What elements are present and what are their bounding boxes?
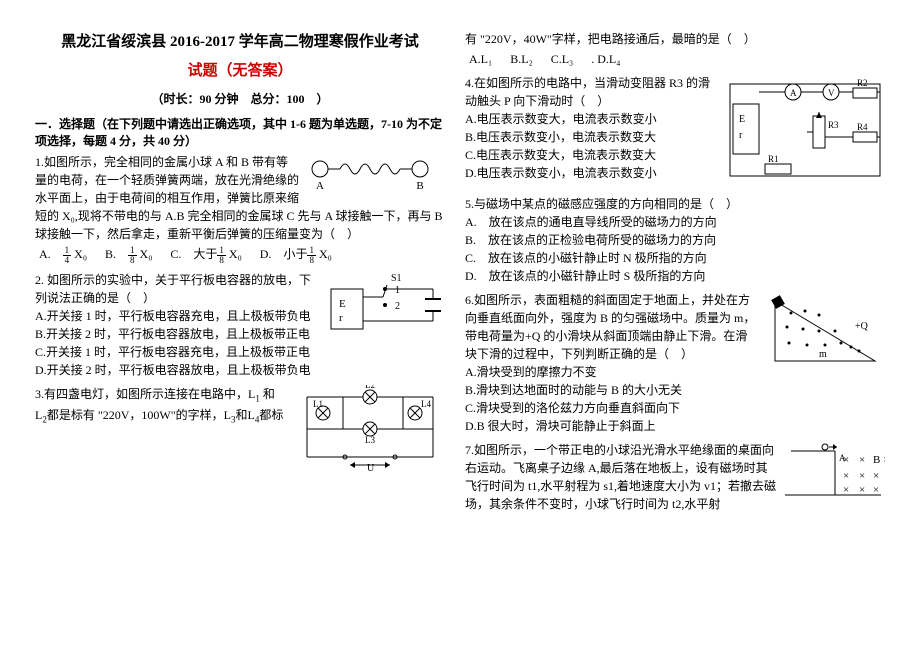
question-4: E r R1 A V R3 R2 R4 xyxy=(465,74,885,189)
q1-optA: A. 14 X₀ xyxy=(39,245,87,265)
q3-text-part1: 3.有四盏电灯，如图所示连接在电路中，L1 和 L2都是标有 "220V，100… xyxy=(35,387,283,422)
q3-optA: A.L₁ xyxy=(469,50,492,68)
L1: L1 xyxy=(313,399,323,409)
page-subtitle: 试题（无答案） xyxy=(35,59,445,80)
svg-text:B ×: B × xyxy=(873,454,885,466)
c4A: A xyxy=(790,88,797,98)
figure-magnetic: A ××B × ××× ××× xyxy=(785,441,885,506)
q5-text: 5.与磁场中某点的磁感应强度的方向相同的是（ ） xyxy=(465,195,885,213)
c4R2: R2 xyxy=(857,78,868,88)
q6-optB: B.滑块到达地面时的动能与 B 的大小无关 xyxy=(465,381,885,399)
svg-text:×: × xyxy=(859,484,865,496)
q1-optD: D. 小于18 X₀ xyxy=(260,245,332,265)
figure-spring: A B xyxy=(305,153,445,198)
figure-circuit4: E r R1 A V R3 R2 R4 xyxy=(725,74,885,189)
question-5: 5.与磁场中某点的磁感应强度的方向相同的是（ ） A. 放在该点的通电直导线所受… xyxy=(465,195,885,285)
svg-text:×: × xyxy=(843,470,849,482)
q2-text: 2. 如图所示的实验中，关于平行板电容器的放电，下列说法正确的是（ ） xyxy=(35,273,311,305)
L2: L2 xyxy=(365,385,375,390)
q3-text-part2: 有 "220V，40W"字样，把电路接通后，最暗的是（ ） xyxy=(465,32,756,46)
svg-text:×: × xyxy=(873,470,879,482)
cap2: 2 xyxy=(395,301,400,312)
q1-optC: C. 大于18 X₀ xyxy=(170,245,241,265)
exam-meta: （时长：90 分钟 总分：100 ） xyxy=(35,90,445,107)
q3-optD: . D.L₄ xyxy=(591,50,620,68)
q3-optB: B.L₂ xyxy=(510,50,533,68)
c4R1: R1 xyxy=(768,154,779,164)
q5-optC: C. 放在该点的小磁针静止时 N 极所指的方向 xyxy=(465,249,885,267)
q2-optD: D.开关接 2 时，平行板电容器放电，且上极板带负电 xyxy=(35,361,445,379)
svg-text:×: × xyxy=(859,470,865,482)
figure-lamps: L1 L2 L3 L4 U xyxy=(295,385,445,480)
q6-optC: C.滑块受到的洛伦兹力方向垂直斜面向下 xyxy=(465,399,885,417)
q5-optA: A. 放在该点的通电直导线所受的磁场力的方向 xyxy=(465,213,885,231)
question-1: A B 1.如图所示，完全相同的金属小球 A 和 B 带有等量的电荷，在一个轻质… xyxy=(35,153,445,265)
page-title: 黑龙江省绥滨县 2016-2017 学年高二物理寒假作业考试 xyxy=(35,30,445,51)
question-3-end: 有 "220V，40W"字样，把电路接通后，最暗的是（ ） A.L₁ B.L₂ … xyxy=(465,30,885,68)
q6-optD: D.B 很大时，滑块可能静止于斜面上 xyxy=(465,417,885,435)
Qlabel: +Q xyxy=(855,321,869,332)
question-2: E r S1 1 2 2. 如图所 xyxy=(35,271,445,379)
section1-header: 一．选择题（在下列题中请选出正确选项，其中 1-6 题为单选题，7-10 为不定… xyxy=(35,115,445,149)
question-6: +Q m 6.如图所示，表面粗糙的斜面固定于地面上，并处在方向垂直纸面向外，强度… xyxy=(465,291,885,435)
q5-optD: D. 放在该点的小磁针静止时 S 极所指的方向 xyxy=(465,267,885,285)
cap1: 1 xyxy=(395,285,400,296)
figure-incline: +Q m xyxy=(765,291,885,376)
c4R4: R4 xyxy=(857,122,868,132)
figA-label: A xyxy=(316,180,324,192)
mlabel: m xyxy=(819,349,827,360)
question-7: A ××B × ××× ××× 7.如图所示，一个带正电的小球沿光滑水平绝缘面的… xyxy=(465,441,885,513)
svg-text:×: × xyxy=(873,484,879,496)
L4: L4 xyxy=(421,399,431,409)
svg-text:×: × xyxy=(859,454,865,466)
svg-text:×: × xyxy=(843,484,849,496)
c4V: V xyxy=(828,88,835,98)
q4-text: 4.在如图所示的电路中，当滑动变阻器 R3 的滑动触头 P 向下滑动时（ ） xyxy=(465,76,710,108)
svg-text:×: × xyxy=(843,454,849,466)
c4R3: R3 xyxy=(828,120,839,130)
q5-optB: B. 放在该点的正检验电荷所受的磁场力的方向 xyxy=(465,231,885,249)
figure-capacitor: E r S1 1 2 xyxy=(325,271,445,348)
question-3-start: L1 L2 L3 L4 U 3.有四盏电灯，如图所示连接在电路中，L1 和 L xyxy=(35,385,445,427)
q6-text: 6.如图所示，表面粗糙的斜面固定于地面上，并处在方向垂直纸面向外，强度为 B 的… xyxy=(465,293,755,361)
q7-text: 7.如图所示，一个带正电的小球沿光滑水平绝缘面的桌面向右运动。飞离桌子边缘 A,… xyxy=(465,443,776,511)
capr: r xyxy=(339,312,343,324)
L3: L3 xyxy=(365,435,375,445)
capS1: S1 xyxy=(391,273,402,284)
c4E: E xyxy=(739,114,745,125)
figB-label: B xyxy=(416,180,423,192)
q3-optC: C.L₃ xyxy=(551,50,574,68)
c4r: r xyxy=(739,130,743,141)
capE: E xyxy=(339,298,346,310)
q1-optB: B. 18 X₀ xyxy=(105,245,152,265)
